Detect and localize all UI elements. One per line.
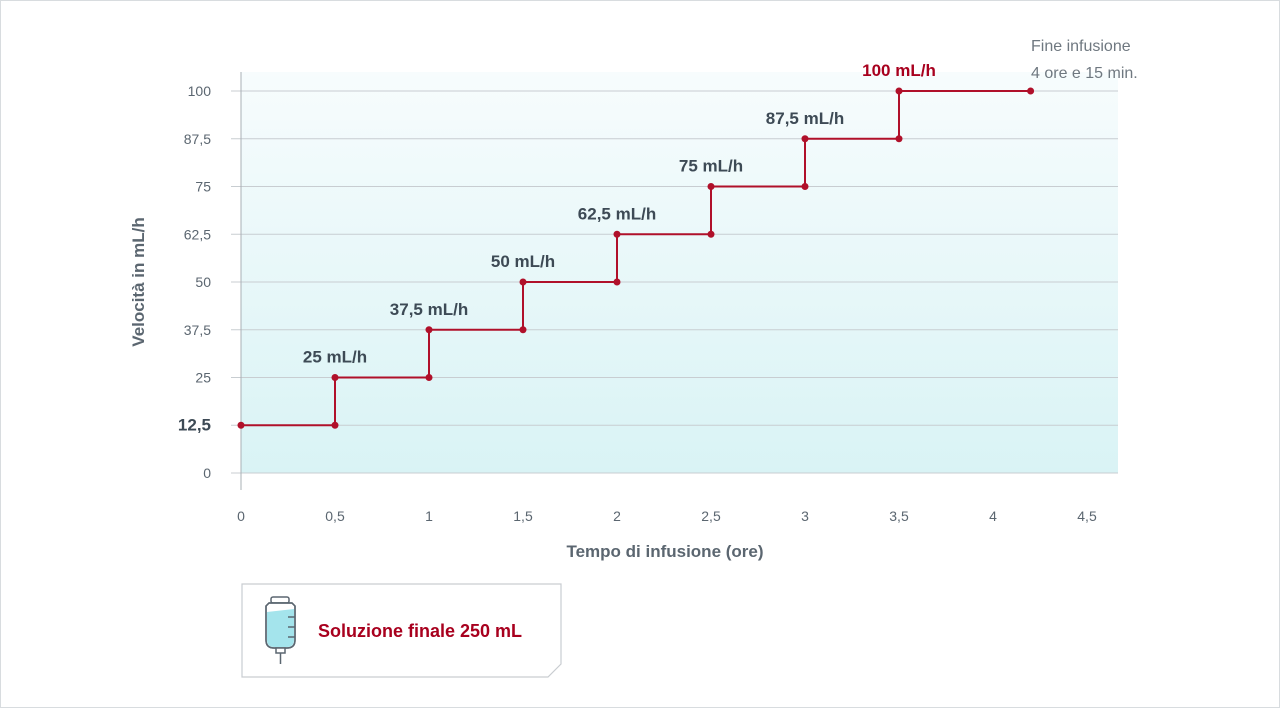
x-tick-label: 2: [613, 508, 621, 524]
step-label: 62,5 mL/h: [578, 204, 656, 223]
plot-area: [241, 72, 1118, 473]
step-label: 37,5 mL/h: [390, 300, 468, 319]
step-label: 25 mL/h: [303, 348, 367, 367]
data-point: [613, 230, 621, 238]
step-label: 75 mL/h: [679, 157, 743, 176]
y-tick-label: 25: [195, 370, 211, 386]
x-tick-label: 0,5: [325, 508, 345, 524]
data-point: [331, 421, 339, 429]
legend-box: [241, 583, 562, 678]
data-point: [895, 135, 903, 143]
data-point: [613, 278, 621, 286]
data-point: [707, 230, 715, 238]
data-point: [425, 326, 433, 334]
legend-label: Soluzione finale 250 mL: [318, 621, 523, 641]
y-tick-label: 100: [188, 83, 212, 99]
y-tick-label: 12,5: [178, 415, 211, 434]
step-label: 100 mL/h: [862, 61, 936, 80]
x-tick-label: 3: [801, 508, 809, 524]
step-label: 50 mL/h: [491, 252, 555, 271]
x-tick-label: 1,5: [513, 508, 533, 524]
data-point: [331, 374, 339, 381]
end-annotation-line2: 4 ore e 15 min.: [1031, 65, 1138, 82]
x-tick-label: 2,5: [701, 508, 721, 524]
data-point: [801, 183, 809, 190]
data-point: [707, 183, 715, 190]
data-point: [425, 374, 433, 381]
data-point: [519, 278, 527, 286]
y-tick-label: 62,5: [184, 226, 211, 242]
y-axis-title: Velocità in mL/h: [129, 217, 148, 346]
x-tick-label: 4,5: [1077, 508, 1097, 524]
step-label: 87,5 mL/h: [766, 109, 844, 128]
iv-bag-icon: [265, 596, 296, 664]
y-tick-label: 75: [195, 179, 211, 195]
data-point: [1027, 87, 1035, 95]
data-point: [895, 87, 903, 95]
data-point: [801, 135, 809, 143]
y-tick-label: 0: [203, 465, 211, 481]
step-line: [241, 90, 1031, 427]
y-tick-label: 87,5: [184, 131, 211, 147]
x-tick-label: 0: [237, 508, 245, 524]
data-point: [519, 326, 527, 334]
data-point: [237, 421, 245, 429]
y-tick-label: 50: [195, 274, 211, 290]
y-tick-label: 37,5: [184, 322, 211, 338]
x-tick-label: 1: [425, 508, 433, 524]
x-axis-title: Tempo di infusione (ore): [566, 542, 763, 561]
x-tick-label: 4: [989, 508, 997, 524]
end-annotation-line1: Fine infusione: [1031, 38, 1131, 55]
x-tick-label: 3,5: [889, 508, 909, 524]
